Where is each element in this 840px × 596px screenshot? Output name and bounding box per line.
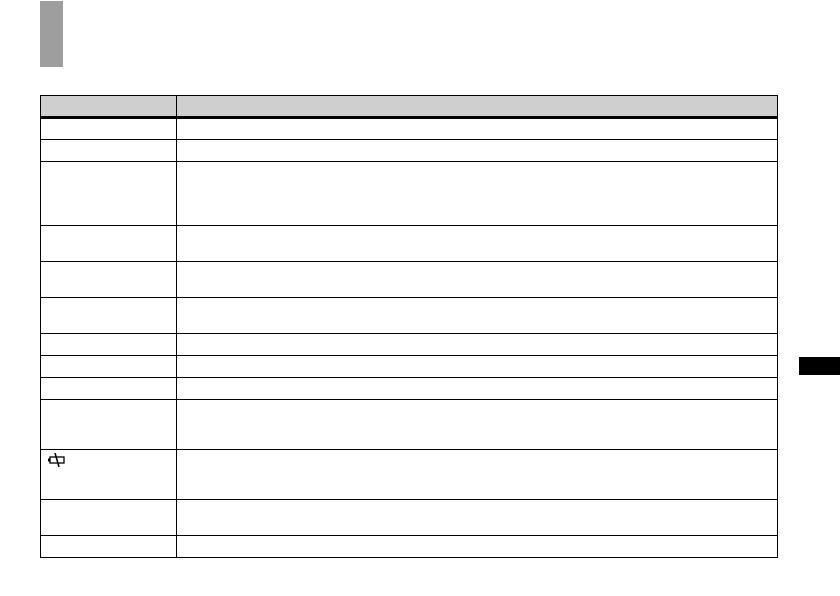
table-cell <box>176 333 778 356</box>
table-cell <box>40 117 177 140</box>
table-row <box>40 261 778 298</box>
header-cell <box>40 95 177 119</box>
table-cell <box>40 449 177 500</box>
table-cell <box>40 161 177 226</box>
table-row <box>40 161 778 226</box>
table-cell <box>176 449 778 500</box>
table-cell <box>176 535 778 558</box>
table-cell <box>176 261 778 298</box>
table-cell <box>176 139 778 162</box>
table-row <box>40 297 778 334</box>
table-cell <box>40 261 177 298</box>
table-cell <box>40 333 177 356</box>
table-row <box>40 449 778 500</box>
table-cell <box>176 355 778 378</box>
chapter-thumb-marker <box>40 1 63 67</box>
table-header-row <box>40 95 778 119</box>
table-row <box>40 499 778 536</box>
table-row <box>40 399 778 450</box>
table-cell <box>176 161 778 226</box>
table-cell <box>176 225 778 262</box>
table-cell <box>40 377 177 400</box>
table-cell <box>176 297 778 334</box>
table-cell <box>40 297 177 334</box>
info-table <box>40 95 778 558</box>
table-cell <box>176 399 778 450</box>
table-cell <box>40 499 177 536</box>
table-cell <box>40 399 177 450</box>
table-row <box>40 139 778 162</box>
table-cell <box>176 499 778 536</box>
table-row <box>40 535 778 558</box>
table-cell <box>176 377 778 400</box>
table-row <box>40 377 778 400</box>
table-cell <box>40 355 177 378</box>
table-cell <box>40 225 177 262</box>
table-cell <box>40 139 177 162</box>
table-row <box>40 355 778 378</box>
table-cell <box>40 535 177 558</box>
table-row <box>40 117 778 140</box>
battery-empty-icon <box>47 452 67 470</box>
table-row <box>40 333 778 356</box>
table-row <box>40 225 778 262</box>
header-cell <box>176 95 778 119</box>
section-index-tab <box>799 357 840 375</box>
table-cell <box>176 117 778 140</box>
